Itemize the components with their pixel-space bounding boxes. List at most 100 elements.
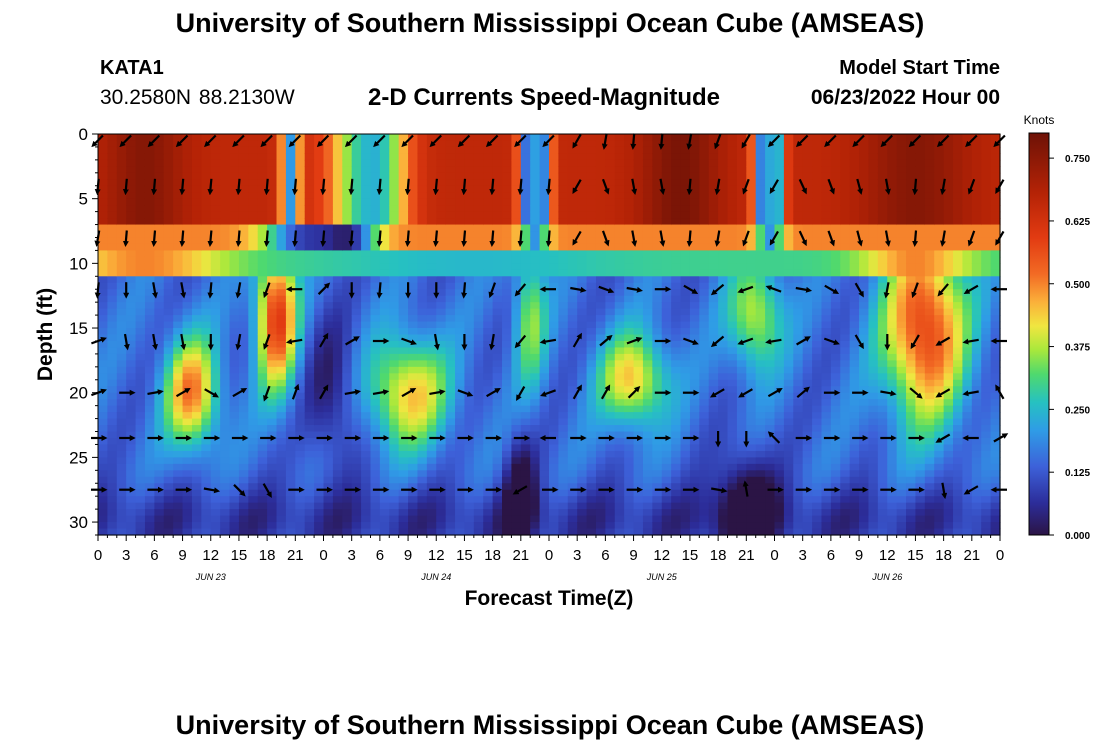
heatmap-cell — [107, 302, 118, 310]
heatmap-cell — [417, 366, 428, 374]
heatmap-cell — [821, 134, 832, 142]
heatmap-cell — [483, 231, 494, 239]
heatmap-cell — [154, 153, 165, 161]
heatmap-cell — [163, 302, 174, 310]
heatmap-cell — [126, 418, 137, 426]
heatmap-cell — [689, 444, 700, 452]
heatmap-cell — [821, 276, 832, 284]
heatmap-cell — [173, 315, 184, 323]
heatmap-cell — [154, 528, 165, 536]
heatmap-cell — [633, 224, 644, 232]
heatmap-cell — [605, 528, 616, 536]
heatmap-cell — [436, 425, 447, 433]
heatmap-cell — [605, 347, 616, 355]
heatmap-cell — [107, 282, 118, 290]
heatmap-cell — [389, 463, 400, 471]
heatmap-cell — [624, 140, 635, 148]
heatmap-cell — [248, 302, 259, 310]
heatmap-cell — [671, 250, 682, 258]
heatmap-cell — [539, 496, 550, 504]
heatmap-cell — [295, 250, 306, 258]
heatmap-cell — [426, 347, 437, 355]
heatmap-cell — [502, 425, 513, 433]
heatmap-cell — [586, 166, 597, 174]
heatmap-cell — [549, 379, 559, 387]
heatmap-cell — [370, 308, 381, 316]
heatmap-cell — [323, 444, 334, 452]
heatmap-cell — [586, 489, 597, 497]
heatmap-cell — [398, 340, 409, 349]
heatmap-cell — [107, 218, 118, 226]
heatmap-cell — [304, 528, 315, 536]
heatmap-cell — [473, 366, 484, 374]
heatmap-cell — [285, 437, 296, 446]
heatmap-cell — [558, 140, 569, 148]
heatmap-cell — [154, 256, 165, 264]
heatmap-cell — [567, 412, 578, 420]
heatmap-cell — [445, 250, 456, 258]
heatmap-cell — [304, 134, 315, 142]
heatmap-cell — [248, 269, 259, 277]
heatmap-cell — [379, 412, 390, 420]
heatmap-cell — [520, 463, 531, 471]
heatmap-cell — [736, 476, 747, 484]
heatmap-cell — [144, 522, 155, 530]
heatmap-cell — [332, 425, 343, 433]
heatmap-cell — [351, 425, 362, 433]
heatmap-cell — [652, 321, 663, 329]
heatmap-cell — [116, 347, 127, 355]
heatmap-cell — [436, 360, 447, 368]
heatmap-cell — [379, 153, 390, 161]
heatmap-cell — [802, 476, 813, 484]
heatmap-cell — [558, 502, 569, 510]
heatmap-cell — [671, 334, 682, 342]
heatmap-cell — [182, 224, 193, 232]
heatmap-cell — [736, 198, 747, 206]
heatmap-cell — [351, 328, 362, 336]
heatmap-cell — [605, 302, 616, 310]
heatmap-cell — [680, 476, 691, 484]
heatmap-cell — [774, 218, 785, 226]
heatmap-cell — [332, 302, 343, 310]
heatmap-cell — [220, 269, 231, 277]
heatmap-cell — [511, 522, 522, 530]
heatmap-cell — [370, 256, 381, 264]
heatmap-cell — [577, 360, 588, 368]
heatmap-cell — [830, 282, 841, 290]
heatmap-cell — [539, 192, 550, 200]
heatmap-cell — [840, 360, 851, 368]
heatmap-cell — [304, 263, 315, 271]
heatmap-cell — [342, 386, 353, 394]
heatmap-cell — [285, 450, 296, 458]
heatmap-cell — [802, 328, 813, 336]
heatmap-cell — [473, 159, 484, 167]
heatmap-cell — [229, 405, 240, 413]
heatmap-cell — [182, 489, 193, 497]
heatmap-cell — [586, 308, 597, 316]
heatmap-cell — [445, 463, 456, 471]
heatmap-cell — [755, 386, 766, 394]
heatmap-cell — [840, 470, 851, 478]
heatmap-cell — [238, 282, 249, 290]
heatmap-cell — [708, 224, 719, 232]
heatmap-cell — [107, 412, 118, 420]
heatmap-cell — [492, 205, 503, 213]
heatmap-cell — [154, 295, 165, 303]
heatmap-cell — [708, 211, 719, 219]
heatmap-cell — [736, 146, 747, 155]
heatmap-cell — [502, 205, 513, 213]
heatmap-cell — [539, 412, 550, 420]
heatmap-cell — [304, 243, 315, 252]
heatmap-cell — [201, 166, 212, 174]
heatmap-cell — [163, 263, 174, 271]
heatmap-cell — [642, 237, 653, 245]
heatmap-cell — [539, 159, 550, 167]
heatmap-cell — [144, 353, 155, 361]
heatmap-cell — [248, 198, 259, 206]
heatmap-cell — [736, 457, 747, 465]
heatmap-cell — [492, 328, 503, 336]
heatmap-cell — [229, 263, 240, 271]
heatmap-cell — [802, 153, 813, 161]
heatmap-cell — [285, 386, 296, 394]
heatmap-cell — [802, 166, 813, 174]
